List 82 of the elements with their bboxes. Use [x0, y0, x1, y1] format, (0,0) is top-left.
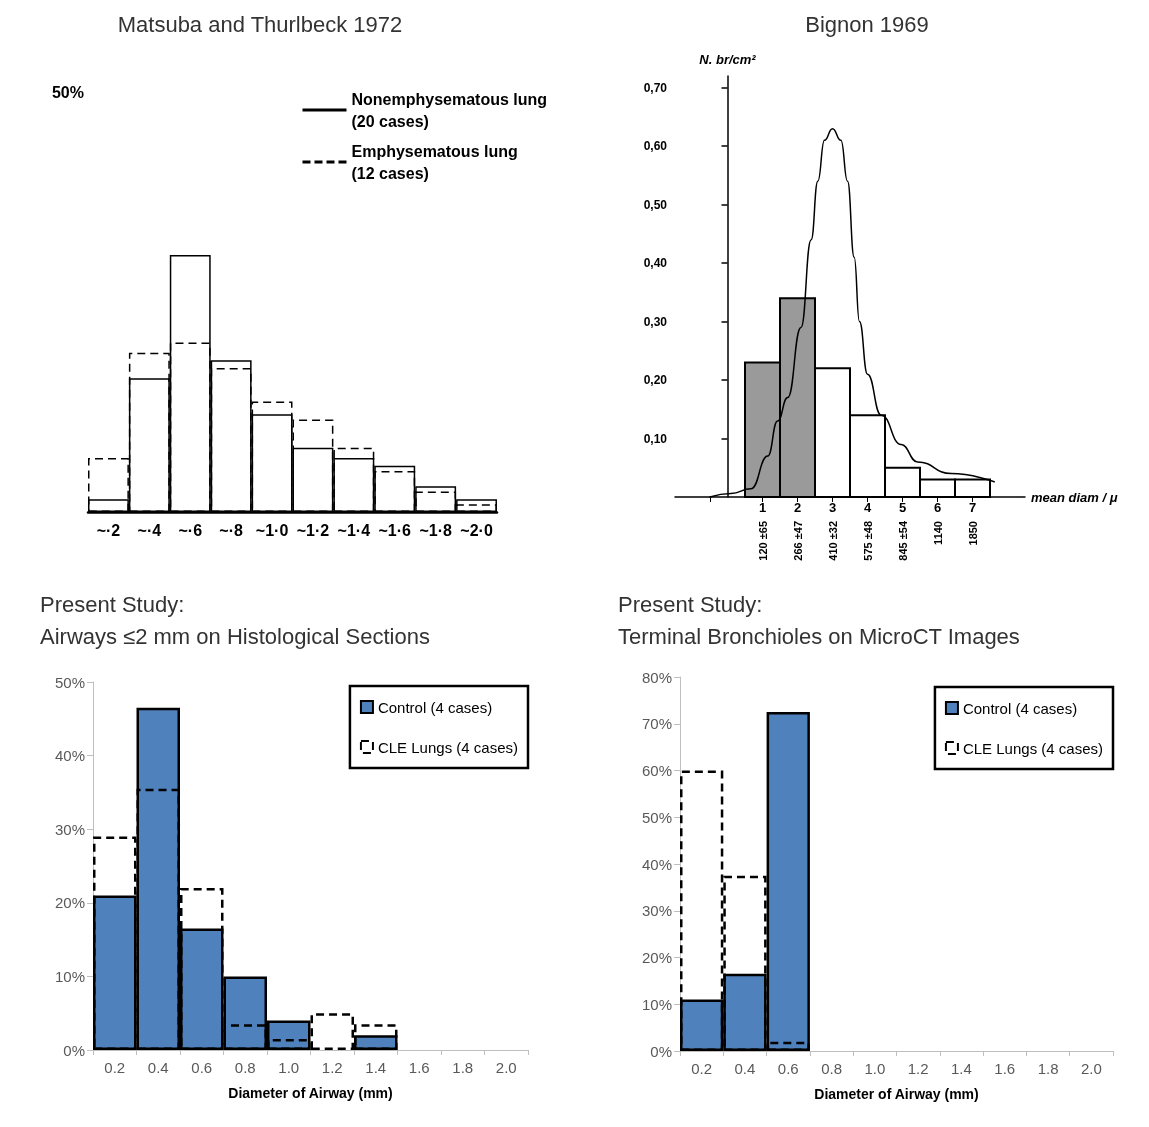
y-tick-label: 20%	[641, 949, 672, 966]
x-tick-label: 1.0	[864, 1060, 886, 1077]
y-tick-label: 0%	[63, 1041, 85, 1059]
x-tick-label: ~1·6	[378, 521, 412, 539]
chart-title: Matsuba and Thurlbeck 1972	[117, 11, 403, 37]
x-tick-label: ~·6	[178, 521, 203, 539]
x-tick-label: 4	[863, 500, 872, 515]
y-tick-label: 10%	[54, 967, 85, 985]
x-tick-label: 1.4	[365, 1059, 387, 1076]
x-tick-label: 0.6	[777, 1060, 799, 1077]
y-tick-label: 70%	[641, 715, 672, 733]
x-tick-label: ~·8	[219, 521, 244, 539]
x-tick-label: 0.2	[104, 1059, 126, 1076]
y-tick-label: 50%	[641, 808, 672, 826]
legend-label: CLE Lungs (4 cases)	[962, 739, 1104, 757]
legend-label: Control (4 cases)	[377, 698, 493, 716]
x-tick-label: 1.8	[1037, 1060, 1059, 1077]
x-tick-label: 1.2	[907, 1060, 929, 1077]
x-tick-label: 5	[898, 500, 907, 515]
text: 410 ±32	[826, 521, 839, 561]
y-tick-label: 80%	[641, 668, 672, 686]
x-tick-label: 1.2	[321, 1059, 343, 1076]
x-tick-label: 0.8	[821, 1060, 842, 1077]
x-tick-label: 0.4	[734, 1060, 756, 1077]
text: 1140	[931, 521, 944, 545]
x-axis-title: mean diam / μ	[1031, 489, 1118, 505]
y-tick-label: 0,30	[643, 314, 668, 329]
y-tick-label: 60%	[641, 762, 672, 779]
x-tick-label: 0.4	[147, 1059, 169, 1076]
y-tick-label: 10%	[641, 995, 672, 1013]
x-tick-label: ~1·4	[337, 521, 371, 539]
x-tick-label: ~2·0	[460, 521, 493, 539]
x-tick-label: 1.6	[994, 1060, 1016, 1077]
y-tick-label: 0%	[650, 1042, 672, 1060]
y-tick-label: 30%	[54, 820, 85, 838]
x-tick-label: 1.6	[408, 1059, 430, 1076]
x-tick-label: 2	[793, 500, 802, 515]
x-tick-label: 1.0	[278, 1059, 300, 1076]
y-tick-label: 0,50	[643, 197, 668, 212]
y-tick-label: 0,60	[643, 139, 668, 154]
text: 120 ±65	[756, 521, 769, 561]
chart-title: Bignon 1969	[805, 11, 929, 37]
x-tick-label: ~1·8	[419, 521, 452, 539]
y-tick-label: 20%	[54, 894, 85, 912]
x-tick-label: ~1·0	[255, 521, 289, 539]
text: 845 ±54	[896, 520, 909, 561]
chart-subtitle: Terminal Bronchioles on MicroCT Images	[618, 623, 1020, 649]
legend-label: CLE Lungs (4 cases)	[377, 738, 519, 756]
chart-title: Present Study:	[618, 591, 763, 617]
x-tick-label: 1	[758, 500, 767, 515]
x-tick-label: 1.8	[452, 1059, 474, 1076]
x-tick-label: 0.2	[691, 1060, 713, 1077]
x-tick-label: 3	[828, 500, 837, 515]
y-tick-label: 0,40	[643, 256, 668, 271]
legend-label: Control (4 cases)	[962, 699, 1078, 717]
x-tick-label: 7	[968, 500, 977, 515]
y-tick-label: 30%	[641, 902, 672, 920]
text: 1850	[966, 521, 979, 546]
text: 266 ±47	[791, 521, 804, 561]
y-tick-label: 40%	[54, 747, 85, 765]
x-tick-label: 6	[933, 500, 942, 515]
x-tick-label: 2.0	[495, 1059, 517, 1076]
x-tick-label: ~·4	[137, 521, 162, 539]
chart-subtitle: Airways ≤2 mm on Histological Sections	[40, 623, 430, 649]
x-tick-label: 2.0	[1080, 1060, 1102, 1077]
legend-label: Emphysematous lung (12 cases)	[351, 142, 523, 182]
chart-title: Present Study:	[40, 591, 185, 617]
legend-label: Nonemphysematous lung (20 cases)	[351, 90, 552, 130]
text: 575 ±48	[861, 521, 874, 561]
x-tick-label: ~1·2	[296, 521, 330, 539]
x-tick-label: 0.8	[234, 1059, 256, 1076]
y-tick-label: 50%	[54, 673, 85, 691]
x-axis-title: Diameter of Airway (mm)	[228, 1085, 393, 1101]
y-tick-label: 40%	[641, 855, 672, 873]
x-axis-title: Diameter of Airway (mm)	[814, 1086, 979, 1102]
x-tick-label: 0.6	[191, 1059, 213, 1076]
y-tick-label: 0,70	[643, 80, 668, 95]
y-axis-title: N. br/cm²	[699, 52, 757, 67]
y-tick-label: 0,10	[643, 431, 668, 446]
y-tick-label: 0,20	[643, 373, 668, 388]
x-tick-label: 1.4	[951, 1060, 972, 1077]
x-tick-label: ~·2	[96, 521, 121, 539]
